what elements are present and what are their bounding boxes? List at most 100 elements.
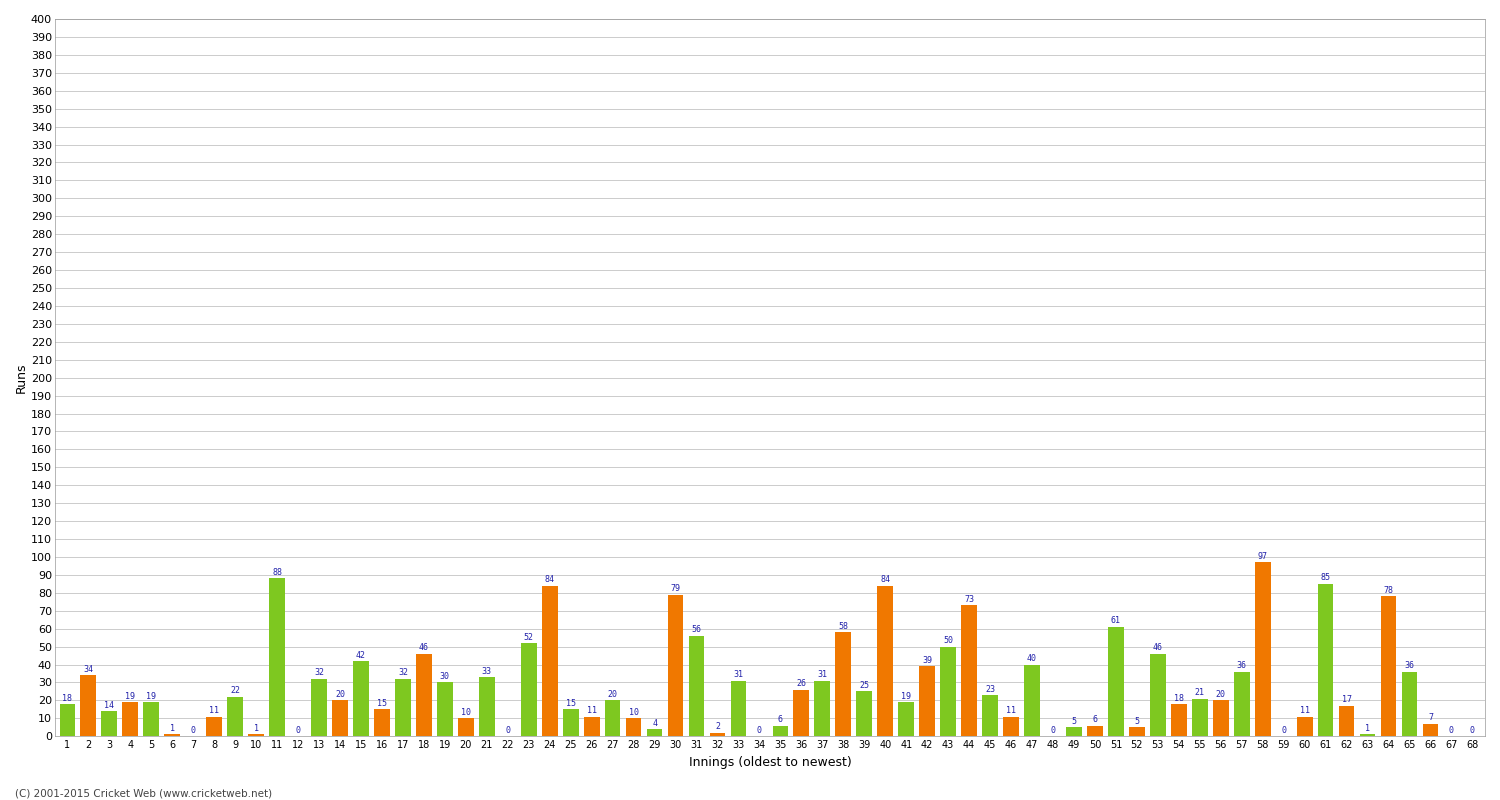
Bar: [1256, 562, 1270, 736]
Bar: [836, 632, 850, 736]
Bar: [1401, 672, 1417, 736]
Text: 11: 11: [1299, 706, 1310, 715]
Text: 31: 31: [818, 670, 828, 679]
Text: 0: 0: [1281, 726, 1286, 735]
Text: 19: 19: [147, 692, 156, 701]
Bar: [584, 717, 600, 736]
Text: 0: 0: [296, 726, 300, 735]
Bar: [60, 704, 75, 736]
Text: 15: 15: [566, 699, 576, 708]
Bar: [520, 643, 537, 736]
Bar: [416, 654, 432, 736]
Bar: [730, 681, 747, 736]
Text: 18: 18: [63, 694, 72, 702]
Text: 1: 1: [170, 724, 174, 733]
Bar: [1318, 584, 1334, 736]
Bar: [542, 586, 558, 736]
Bar: [940, 646, 956, 736]
Bar: [604, 701, 621, 736]
Text: 36: 36: [1404, 662, 1414, 670]
Bar: [772, 726, 789, 736]
Text: 36: 36: [1236, 662, 1246, 670]
Bar: [962, 606, 976, 736]
Text: 14: 14: [105, 701, 114, 710]
Text: 5: 5: [1134, 717, 1140, 726]
Bar: [1130, 727, 1144, 736]
Bar: [1088, 726, 1102, 736]
Text: 26: 26: [796, 679, 807, 688]
Text: 97: 97: [1257, 552, 1268, 561]
Text: 0: 0: [1470, 726, 1474, 735]
Bar: [249, 734, 264, 736]
Bar: [1150, 654, 1166, 736]
Bar: [1192, 698, 1208, 736]
Text: 52: 52: [524, 633, 534, 642]
Bar: [1214, 701, 1228, 736]
Text: 19: 19: [902, 692, 910, 701]
Bar: [207, 717, 222, 736]
Bar: [898, 702, 914, 736]
Bar: [1338, 706, 1354, 736]
Text: 46: 46: [1154, 643, 1162, 652]
Bar: [394, 679, 411, 736]
Text: 84: 84: [880, 575, 890, 584]
Text: 22: 22: [230, 686, 240, 695]
Text: 0: 0: [506, 726, 510, 735]
Bar: [920, 666, 934, 736]
Text: 30: 30: [440, 672, 450, 681]
Text: 0: 0: [1050, 726, 1056, 735]
Text: 0: 0: [758, 726, 762, 735]
Text: 18: 18: [1174, 694, 1184, 702]
Text: 25: 25: [859, 681, 870, 690]
Text: 20: 20: [334, 690, 345, 699]
Text: 40: 40: [1028, 654, 1036, 663]
Text: 0: 0: [190, 726, 195, 735]
Bar: [815, 681, 830, 736]
Bar: [1066, 727, 1082, 736]
Text: 7: 7: [1428, 714, 1432, 722]
Bar: [374, 710, 390, 736]
Bar: [710, 733, 726, 736]
Text: 17: 17: [1341, 695, 1352, 704]
Bar: [856, 691, 871, 736]
Text: 42: 42: [356, 650, 366, 659]
Bar: [1359, 734, 1376, 736]
Bar: [982, 695, 998, 736]
Text: 23: 23: [986, 685, 994, 694]
Bar: [1298, 717, 1312, 736]
Text: 4: 4: [652, 718, 657, 728]
Text: 6: 6: [778, 715, 783, 724]
Text: 15: 15: [376, 699, 387, 708]
Text: 84: 84: [544, 575, 555, 584]
Bar: [1004, 717, 1019, 736]
Bar: [1234, 672, 1250, 736]
Text: 73: 73: [964, 595, 974, 604]
Bar: [144, 702, 159, 736]
Bar: [794, 690, 808, 736]
Text: 21: 21: [1196, 688, 1204, 697]
Bar: [668, 594, 684, 736]
Text: 20: 20: [1216, 690, 1225, 699]
Bar: [332, 701, 348, 736]
Y-axis label: Runs: Runs: [15, 362, 28, 393]
Text: 11: 11: [209, 706, 219, 715]
Bar: [1172, 704, 1186, 736]
Text: 85: 85: [1320, 574, 1330, 582]
Text: 10: 10: [628, 708, 639, 717]
Bar: [102, 711, 117, 736]
Bar: [562, 710, 579, 736]
Text: (C) 2001-2015 Cricket Web (www.cricketweb.net): (C) 2001-2015 Cricket Web (www.cricketwe…: [15, 789, 272, 798]
Text: 0: 0: [1449, 726, 1454, 735]
Text: 1: 1: [254, 724, 258, 733]
Text: 39: 39: [922, 656, 932, 665]
Text: 1: 1: [1365, 724, 1370, 733]
Text: 34: 34: [84, 665, 93, 674]
Bar: [165, 734, 180, 736]
X-axis label: Innings (oldest to newest): Innings (oldest to newest): [688, 756, 852, 769]
Text: 11: 11: [586, 706, 597, 715]
Text: 50: 50: [944, 636, 952, 645]
Bar: [646, 729, 663, 736]
Text: 32: 32: [398, 669, 408, 678]
Text: 33: 33: [482, 666, 492, 676]
Text: 19: 19: [126, 692, 135, 701]
